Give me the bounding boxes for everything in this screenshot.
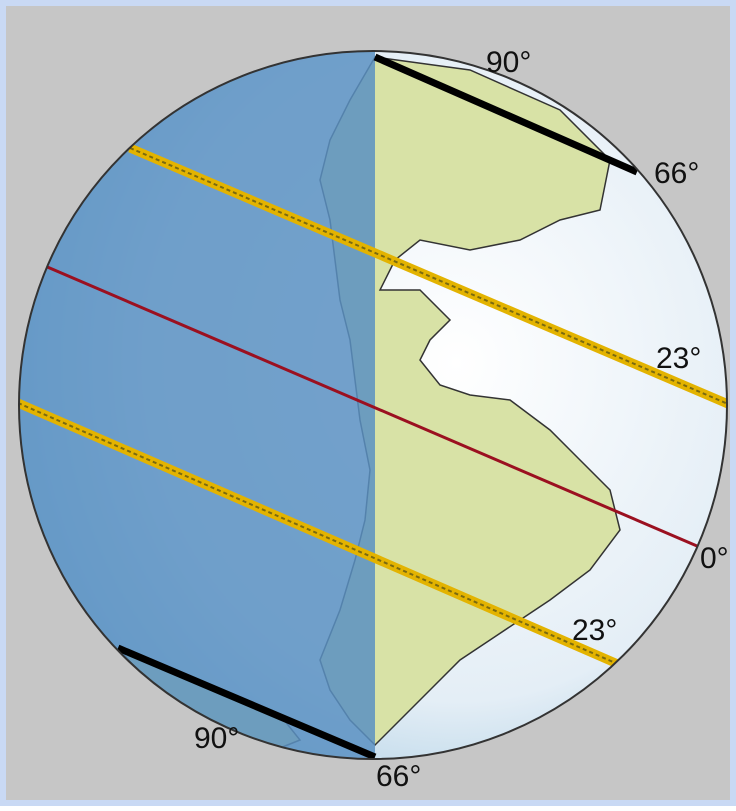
label-arctic: 66° <box>654 157 699 190</box>
label-equator: 0° <box>700 542 729 575</box>
tropic-of-cancer-core <box>129 147 727 408</box>
label-south-pole: 90° <box>194 722 239 755</box>
label-antarctic: 66° <box>376 760 421 793</box>
antarctic-circle <box>116 644 377 759</box>
equator <box>44 264 698 548</box>
globe-outline <box>18 50 728 760</box>
arctic-circle <box>373 53 639 176</box>
label-cancer: 23° <box>656 342 701 375</box>
label-capricorn: 23° <box>572 614 617 647</box>
label-north-pole: 90° <box>486 46 531 79</box>
tropic-of-capricorn-core <box>19 402 621 666</box>
